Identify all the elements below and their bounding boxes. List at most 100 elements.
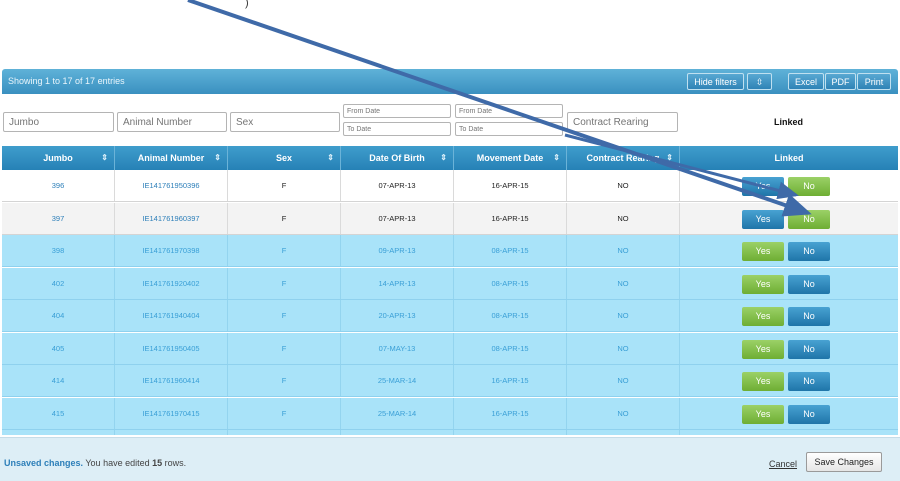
cell-sex: F <box>228 235 341 266</box>
pdf-button[interactable]: PDF <box>825 73 856 90</box>
cell-animal-number[interactable]: IE141761960397 <box>115 202 228 234</box>
column-header-date-of-birth[interactable]: Date Of Birth ⇕ <box>341 146 454 170</box>
edited-text-pre: You have edited <box>85 458 150 468</box>
cell-sex: F <box>228 170 341 201</box>
column-label: Movement Date <box>476 153 544 163</box>
cell-movement: 16-APR-15 <box>454 397 567 429</box>
cell-animal-number[interactable]: IE141761960414 <box>115 365 228 396</box>
linked-no-button[interactable]: No <box>788 274 830 294</box>
entries-info: Showing 1 to 17 of 17 entries <box>8 76 125 86</box>
cell-dob: 14-APR-13 <box>341 267 454 299</box>
cell-jumbo[interactable]: 402 <box>2 267 115 299</box>
column-header-animal-number[interactable]: Animal Number ⇕ <box>115 146 228 170</box>
linked-yes-button[interactable]: Yes <box>742 404 784 424</box>
linked-yes-button[interactable]: Yes <box>742 339 784 359</box>
linked-no-button[interactable]: No <box>788 242 830 261</box>
column-header-jumbo[interactable]: Jumbo ⇕ <box>2 146 115 170</box>
cell-animal-number[interactable] <box>115 430 228 435</box>
linked-no-button[interactable]: No <box>788 404 830 424</box>
refresh-button[interactable]: ⇳ <box>747 73 772 90</box>
cell-sex: F <box>228 267 341 299</box>
column-label: Animal Number <box>137 153 205 163</box>
table-row[interactable]: 414 IE141761960414 F 25-MAR-14 16-APR-15 NO Ye… <box>2 365 898 397</box>
cell-dob: 07-MAY-13 <box>341 332 454 364</box>
linked-no-button[interactable]: No <box>788 177 830 196</box>
sex-filter-input[interactable] <box>230 112 340 132</box>
cell-dob: 09-APR-13 <box>341 235 454 266</box>
table-row[interactable]: 415 IE141761970415 F 25-MAR-14 16-APR-15 NO Ye… <box>2 397 898 430</box>
cell-contract: NO <box>567 332 680 364</box>
cell-animal-number[interactable]: IE141761970415 <box>115 397 228 429</box>
cell-animal-number[interactable]: IE141761970398 <box>115 235 228 266</box>
print-button[interactable]: Print <box>857 73 891 90</box>
cell-contract <box>567 430 680 435</box>
cell-animal-number[interactable]: IE141761950405 <box>115 332 228 364</box>
sort-icon: ⇕ <box>214 153 221 162</box>
column-label: Date Of Birth <box>369 153 425 163</box>
hide-filters-button[interactable]: Hide filters <box>687 73 744 90</box>
column-label: Linked <box>774 153 804 163</box>
cell-jumbo[interactable]: 397 <box>2 202 115 234</box>
excel-button[interactable]: Excel <box>788 73 824 90</box>
column-header-contract-rearing[interactable]: Contract Rearing ⇕ <box>567 146 680 170</box>
sort-icon: ⇕ <box>327 153 334 162</box>
cell-sex: F <box>228 365 341 396</box>
linked-yes-button[interactable]: Yes <box>742 209 784 229</box>
dob-from-date-input[interactable] <box>343 104 451 118</box>
movement-from-date-input[interactable] <box>455 104 563 118</box>
unsaved-changes-bar: Unsaved changes. You have edited 15 rows… <box>0 437 900 481</box>
cell-jumbo[interactable]: 404 <box>2 300 115 331</box>
column-header-sex[interactable]: Sex ⇕ <box>228 146 341 170</box>
linked-no-button[interactable]: No <box>788 209 830 229</box>
table-row[interactable]: 398 IE141761970398 F 09-APR-13 08-APR-15 NO Ye… <box>2 235 898 267</box>
cell-contract: NO <box>567 300 680 331</box>
cancel-link[interactable]: Cancel <box>769 459 798 469</box>
linked-yes-button[interactable]: Yes <box>742 307 784 326</box>
animal-number-filter-input[interactable] <box>117 112 227 132</box>
cell-movement <box>454 430 567 435</box>
table-row[interactable]: 396 IE141761950396 F 07-APR-13 16-APR-15 NO Ye… <box>2 170 898 202</box>
linked-yes-button[interactable]: Yes <box>742 274 784 294</box>
cell-jumbo[interactable]: 414 <box>2 365 115 396</box>
linked-yes-button[interactable]: Yes <box>742 177 784 196</box>
jumbo-filter-input[interactable] <box>3 112 114 132</box>
cell-jumbo[interactable]: 396 <box>2 170 115 201</box>
cell-movement: 08-APR-15 <box>454 235 567 266</box>
cell-contract: NO <box>567 235 680 266</box>
cell-jumbo[interactable]: 398 <box>2 235 115 266</box>
cell-jumbo[interactable]: 415 <box>2 397 115 429</box>
table-row[interactable]: 404 IE141761940404 F 20-APR-13 08-APR-15 NO Ye… <box>2 300 898 332</box>
table-row[interactable]: 397 IE141761960397 F 07-APR-13 16-APR-15 NO Ye… <box>2 202 898 235</box>
cell-contract: NO <box>567 267 680 299</box>
linked-no-button[interactable]: No <box>788 339 830 359</box>
cell-contract: NO <box>567 202 680 234</box>
cell-movement: 08-APR-15 <box>454 267 567 299</box>
edited-text-post: rows. <box>164 458 187 468</box>
table-row[interactable]: 405 IE141761950405 F 07-MAY-13 08-APR-15 NO Ye… <box>2 332 898 365</box>
cell-movement: 16-APR-15 <box>454 202 567 234</box>
linked-yes-button[interactable]: Yes <box>742 372 784 391</box>
table-header: Jumbo ⇕ Animal Number ⇕ Sex ⇕ Date Of Birth… <box>2 146 898 170</box>
sort-icon: ⇕ <box>101 153 108 162</box>
contract-rearing-filter-input[interactable] <box>567 112 678 132</box>
sort-icon: ⇕ <box>666 153 673 162</box>
cell-animal-number[interactable]: IE141761950396 <box>115 170 228 201</box>
cell-movement: 08-APR-15 <box>454 300 567 331</box>
linked-no-button[interactable]: No <box>788 307 830 326</box>
dob-to-date-input[interactable] <box>343 122 451 136</box>
cell-animal-number[interactable]: IE141761920402 <box>115 267 228 299</box>
linked-no-button[interactable]: No <box>788 372 830 391</box>
movement-to-date-input[interactable] <box>455 122 563 136</box>
column-header-movement-date[interactable]: Movement Date ⇕ <box>454 146 567 170</box>
cell-dob: 07-APR-13 <box>341 202 454 234</box>
cell-sex: F <box>228 397 341 429</box>
table-row[interactable]: 402 IE141761920402 F 14-APR-13 08-APR-15 NO Ye… <box>2 267 898 300</box>
save-changes-button[interactable]: Save Changes <box>806 452 882 472</box>
cell-jumbo[interactable] <box>2 430 115 435</box>
sort-icon: ⇕ <box>553 153 560 162</box>
cell-sex <box>228 430 341 435</box>
linked-yes-button[interactable]: Yes <box>742 242 784 261</box>
cell-jumbo[interactable]: 405 <box>2 332 115 364</box>
cell-animal-number[interactable]: IE141761940404 <box>115 300 228 331</box>
